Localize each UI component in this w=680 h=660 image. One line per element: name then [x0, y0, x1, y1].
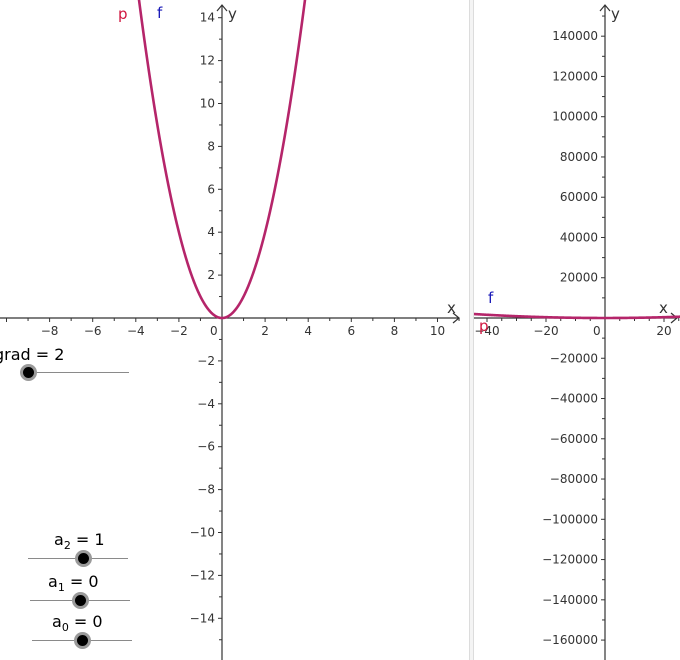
y-tick-label: 120000	[552, 69, 598, 83]
x-tick-label: −40	[474, 324, 499, 338]
y-tick-label: −40000	[550, 392, 598, 406]
function-label-p[interactable]: p	[118, 5, 128, 23]
slider-a0-subscript: 0	[61, 621, 69, 634]
y-tick-label: 60000	[560, 190, 598, 204]
y-tick-label: 100000	[552, 110, 598, 124]
slider-grad-label: grad = 2	[0, 345, 65, 364]
y-tick-label: 8	[207, 139, 215, 153]
x-tick-label: −20	[533, 324, 558, 338]
slider-a2-label: a2 = 1	[54, 530, 105, 552]
slider-a0-value: = 0	[68, 612, 103, 631]
y-tick-label: −20000	[550, 351, 598, 365]
y-axis-arrow	[216, 4, 228, 12]
y-tick-label: 2	[207, 268, 215, 282]
y-tick-label: −12	[190, 568, 215, 582]
y-tick-label: −4	[197, 397, 215, 411]
y-tick-label: −10	[190, 526, 215, 540]
slider-grad-knob[interactable]	[20, 364, 37, 381]
parabola-curve-f	[137, 0, 307, 320]
axes-group: −40 −20 0 20 −160000 −140000 −120000 −100000 −80…	[474, 4, 680, 660]
slider-a1[interactable]: a1 = 0	[26, 570, 136, 610]
y-tick-label: 10	[200, 97, 215, 111]
y-tick-label: 14	[200, 11, 215, 25]
slider-a0-label: a0 = 0	[52, 612, 103, 634]
x-tick-label: −8	[41, 324, 59, 338]
x-tick-label: −6	[84, 324, 102, 338]
y-tick-label: 6	[207, 182, 215, 196]
y-tick-label: −100000	[542, 512, 598, 526]
y-tick-label: 80000	[560, 150, 598, 164]
y-tick-label: −2	[197, 354, 215, 368]
x-axis-name: x	[447, 299, 456, 317]
graphics-view-2[interactable]: −40 −20 0 20 −160000 −140000 −120000 −100000 −80…	[474, 0, 680, 660]
y-tick-label: 4	[207, 225, 215, 239]
y-tick-label: −120000	[542, 553, 598, 567]
slider-grad-track[interactable]	[28, 372, 129, 373]
x-tick-label: 4	[304, 324, 312, 338]
view-divider[interactable]	[469, 0, 474, 660]
parabola-curve-f	[474, 312, 680, 320]
y-tick-label: −6	[197, 440, 215, 454]
x-axis-name: x	[659, 299, 668, 317]
curves-group	[474, 312, 680, 320]
slider-grad[interactable]: grad = 2	[0, 343, 140, 383]
slider-a1-value: = 0	[64, 572, 99, 591]
graphics-view-1[interactable]: −8 −6 −4 −2 0 2 4 6 8 10 −14 −12 −10 −8 −6 −4 −2 2 4 6 8 10 12…	[0, 0, 469, 660]
function-label-p[interactable]: p	[479, 317, 489, 335]
graphics-view-1-canvas[interactable]: −8 −6 −4 −2 0 2 4 6 8 10−14−12−10−8−6−4−224681012…	[0, 0, 469, 660]
slider-a2-name: a	[54, 530, 64, 549]
y-axis-arrow	[599, 4, 611, 12]
x-tick-label: 6	[347, 324, 355, 338]
slider-a0[interactable]: a0 = 0	[28, 610, 138, 650]
slider-a1-knob[interactable]	[72, 592, 89, 609]
y-tick-label: −8	[197, 483, 215, 497]
x-tick-label: 10	[430, 324, 445, 338]
y-tick-label: −60000	[550, 432, 598, 446]
x-tick-label: 20	[656, 324, 671, 338]
slider-a2-value: = 1	[70, 530, 105, 549]
graphics-view-2-canvas[interactable]: −40 −20 0 20 −160000 −140000 −120000 −100000 −80…	[474, 0, 680, 660]
x-tick-label: 8	[391, 324, 399, 338]
y-tick-label: 20000	[560, 271, 598, 285]
y-tick-label: 140000	[552, 29, 598, 43]
slider-a1-label: a1 = 0	[48, 572, 99, 594]
axes-group: −8 −6 −4 −2 0 2 4 6 8 10−14−12−10−8−6−4−224681012…	[0, 4, 460, 660]
x-tick-label: −4	[127, 324, 145, 338]
y-axis-name: y	[228, 5, 237, 23]
slider-a2[interactable]: a2 = 1	[24, 528, 134, 568]
y-tick-label: −160000	[542, 633, 598, 647]
slider-a0-knob[interactable]	[74, 632, 91, 649]
function-label-f[interactable]: f	[488, 289, 494, 307]
x-tick-label: 0	[210, 324, 218, 338]
slider-a0-name: a	[52, 612, 62, 631]
x-tick-label: 0	[593, 324, 601, 338]
x-tick-label: 2	[261, 324, 269, 338]
y-tick-label: −14	[190, 611, 215, 625]
y-tick-label: −140000	[542, 593, 598, 607]
y-tick-label: 12	[200, 54, 215, 68]
y-tick-label: −80000	[550, 472, 598, 486]
curves-group	[137, 0, 307, 320]
x-tick-label: −2	[170, 324, 188, 338]
slider-a2-knob[interactable]	[75, 550, 92, 567]
slider-a2-subscript: 2	[63, 539, 71, 552]
y-tick-label: 40000	[560, 230, 598, 244]
slider-a1-subscript: 1	[57, 581, 65, 594]
function-label-f[interactable]: f	[157, 4, 163, 22]
slider-a1-name: a	[48, 572, 58, 591]
y-axis-name: y	[611, 5, 620, 23]
